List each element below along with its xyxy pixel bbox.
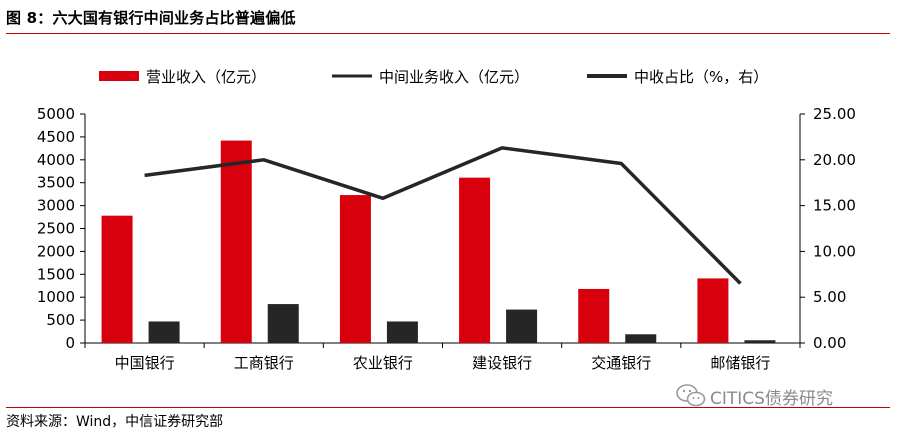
revenue-bar [339, 195, 371, 343]
legend-revenue-label: 营业收入（亿元） [146, 68, 266, 86]
legend-fee-income-label: 中间业务收入（亿元） [379, 68, 529, 86]
revenue-bar [578, 288, 610, 343]
watermark: CITICS债券研究 [676, 382, 833, 410]
revenue-bar [220, 140, 252, 343]
fee-income-bar [386, 321, 418, 343]
y-left-tick-label: 5000 [37, 105, 75, 123]
x-category-label: 交通银行 [591, 354, 651, 372]
x-category-label: 中国银行 [115, 354, 175, 372]
y-right-tick-label: 10.00 [813, 242, 856, 260]
legend-revenue-swatch [99, 71, 139, 81]
y-left-tick-label: 500 [46, 311, 75, 329]
y-left-tick-label: 1000 [37, 288, 75, 306]
fee-income-bar [506, 309, 538, 343]
y-left-tick-label: 0 [65, 334, 75, 352]
fee-income-bar [267, 304, 299, 343]
chart: 0 500 1000 1500 2000 2500 3000 3500 4000 4500 5000… [37, 68, 856, 372]
x-category-label: 邮储银行 [710, 354, 770, 372]
y-left-tick-label: 3000 [37, 197, 75, 215]
bottom-rule [6, 407, 890, 408]
y-right-tick-label: 5.00 [813, 288, 846, 306]
revenue-bar [697, 278, 729, 343]
fee-income-bar [148, 321, 180, 343]
y-right-tick-label: 20.00 [813, 151, 856, 169]
legend-ratio-label: 中收占比（%，右） [634, 68, 768, 86]
y-left-tick-label: 3500 [37, 174, 75, 192]
y-right-tick-label: 15.00 [813, 197, 856, 215]
x-category-label: 建设银行 [472, 354, 532, 372]
y-left-tick-label: 4000 [37, 151, 75, 169]
y-right-tick-label: 0.00 [813, 334, 846, 352]
fee-income-bar [744, 340, 776, 343]
y-left-tick-label: 1500 [37, 265, 75, 283]
ratio-line [144, 146, 742, 285]
x-category-label: 工商银行 [234, 354, 294, 372]
y-right-tick-label: 25.00 [813, 105, 856, 123]
y-left-tick-label: 2500 [37, 220, 75, 238]
watermark-text: CITICS债券研究 [710, 388, 833, 409]
y-left-tick-label: 2000 [37, 242, 75, 260]
fee-income-bar [625, 334, 657, 343]
y-left-tick-label: 4500 [37, 128, 75, 146]
wechat-icon [676, 384, 706, 407]
revenue-bar [459, 177, 491, 343]
top-rule [6, 33, 890, 34]
revenue-bar [101, 215, 133, 343]
source-note: 资料来源：Wind，中信证券研究部 [6, 414, 224, 430]
figure-title: 图 8：六大国有银行中间业务占比普遍偏低 [6, 9, 296, 27]
x-category-label: 农业银行 [353, 354, 413, 372]
